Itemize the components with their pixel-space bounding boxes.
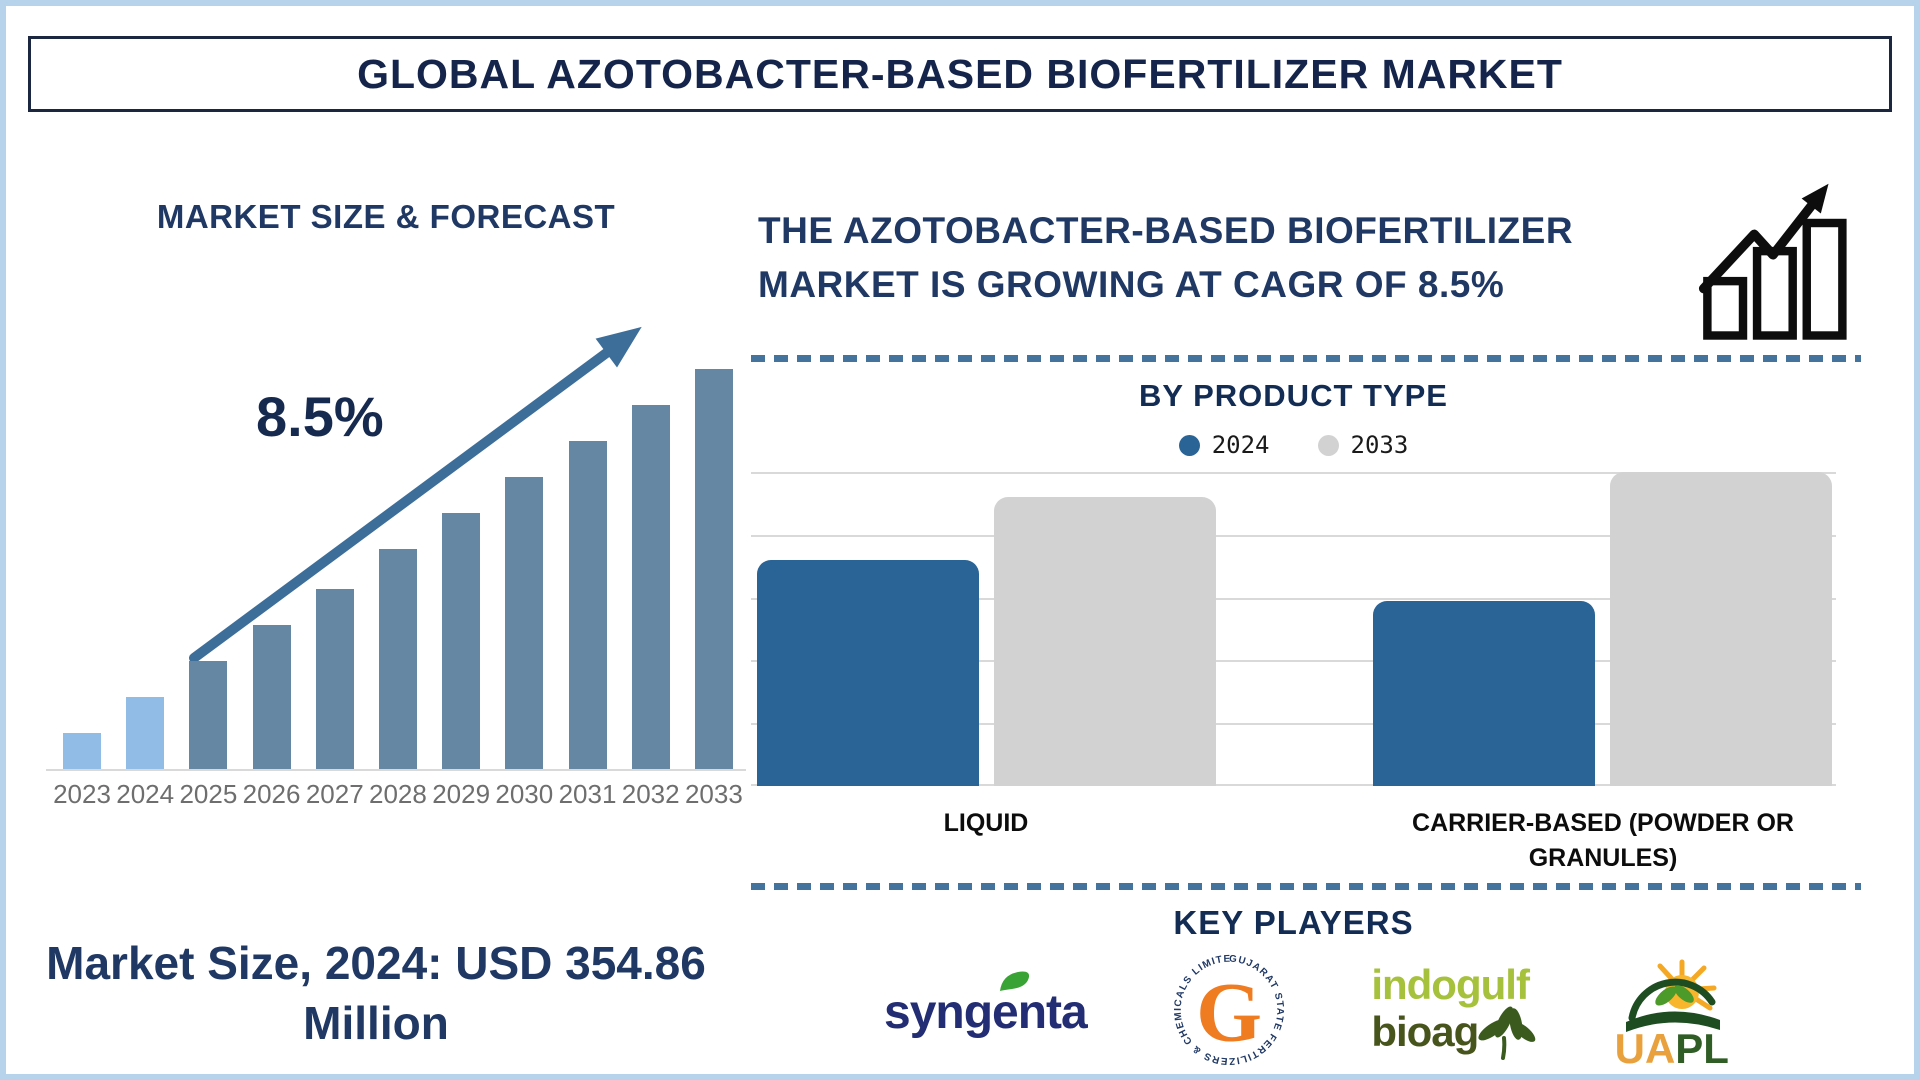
forecast-column-2024: 2024 (114, 369, 176, 809)
syngenta-wordmark: syngenta (884, 986, 1088, 1039)
product-type-chart (751, 472, 1836, 786)
uapl-wordmark-pl: PL (1675, 1024, 1729, 1072)
market-size-note: Market Size, 2024: USD 354.86 Million (46, 937, 706, 1049)
forecast-year-label-2026: 2026 (242, 779, 301, 809)
syngenta-leaf-icon (999, 971, 1029, 991)
legend-dot-2024 (1178, 434, 1200, 456)
logo-gsfc: GUJARAT STATE FERTILIZERS & CHEMICALS LI… (1161, 938, 1293, 1074)
forecast-column-2027: 2027 (304, 369, 366, 809)
forecast-column-2033: 2033 (683, 369, 745, 809)
gridline (751, 597, 1836, 600)
forecast-year-label-2028: 2028 (369, 779, 427, 809)
chart-baseline (751, 784, 1836, 786)
page-title: GLOBAL AZOTOBACTER-BASED BIOFERTILIZER M… (357, 50, 1563, 97)
uapl-sun-field-icon (1625, 959, 1720, 1032)
category-label-carrier-based: CARRIER-BASED (POWDER OR GRANULES) (1412, 809, 1794, 872)
growth-chart-icon (1698, 183, 1847, 340)
forecast-column-2025: 2025 (177, 369, 239, 809)
bar-2024-liquid (757, 560, 979, 786)
product-type-heading: BY PRODUCT TYPE (1139, 378, 1448, 413)
cagr-value-label: 8.5% (256, 385, 384, 448)
bar-2024-carrier-based-powder-or-granules (1373, 601, 1595, 786)
key-players-heading: KEY PLAYERS (1173, 904, 1414, 941)
forecast-bar-2027 (315, 589, 354, 769)
gridline (751, 472, 1836, 474)
logo-indogulf-bioag: indogulf bioag (1371, 960, 1536, 1061)
forecast-year-label-2027: 2027 (305, 779, 364, 809)
gridline (751, 534, 1836, 537)
gridline (751, 723, 1836, 726)
gridline (751, 660, 1836, 663)
legend-dot-2033 (1317, 434, 1339, 456)
bar-2033-liquid (994, 497, 1216, 786)
bar-2033-carrier-based-powder-or-granules (1610, 472, 1832, 786)
pt-group-0 (757, 497, 1216, 786)
cagr-trend-arrow (189, 326, 642, 663)
legend-item-2024: 2024 (1178, 431, 1270, 459)
bioag-leaf-icon (1478, 1006, 1536, 1061)
forecast-bar-2023 (63, 733, 101, 769)
forecast-bar-2028 (378, 549, 417, 769)
dashed-separator-bottom (751, 883, 1861, 890)
forecast-column-2028: 2028 (367, 369, 429, 809)
legend-label-2024: 2024 (1211, 431, 1270, 459)
legend-item-2033: 2033 (1317, 431, 1409, 459)
product-type-legend: 2024 2033 (751, 430, 1836, 460)
indogulf-wordmark: indogulf (1371, 960, 1530, 1008)
forecast-bar-2024 (126, 697, 165, 769)
forecast-column-2032: 2032 (620, 369, 682, 809)
forecast-column-2023: 2023 (51, 369, 113, 809)
gsfc-monogram: G (1196, 967, 1262, 1060)
forecast-column-2030: 2030 (493, 369, 555, 809)
forecast-year-label-2030: 2030 (495, 779, 554, 809)
growth-headline: THE AZOTOBACTER-BASED BIOFERTILIZER MARK… (758, 210, 1574, 305)
forecast-column-2031: 2031 (557, 369, 619, 809)
forecast-bar-2029 (442, 513, 481, 769)
forecast-year-label-2025: 2025 (179, 779, 238, 809)
forecast-year-label-2033: 2033 (684, 779, 743, 809)
forecast-bar-2033 (694, 369, 733, 769)
forecast-bar-2026 (252, 625, 291, 769)
forecast-column-2026: 2026 (241, 369, 303, 809)
forecast-bar-2025 (189, 661, 228, 769)
forecast-bar-2031 (568, 441, 607, 769)
bioag-wordmark: bioag (1371, 1008, 1479, 1056)
uapl-wordmark: UAPL (1614, 1024, 1729, 1072)
forecast-bar-2032 (631, 405, 670, 769)
forecast-bar-2030 (505, 477, 544, 769)
forecast-heading: MARKET SIZE & FORECAST (156, 198, 616, 235)
gsfc-emblem: GUJARAT STATE FERTILIZERS & CHEMICALS LI… (1161, 938, 1293, 1074)
forecast-column-2029: 2029 (430, 369, 492, 809)
pt-group-1 (1373, 472, 1832, 786)
forecast-year-label-2032: 2032 (621, 779, 680, 809)
legend-label-2033: 2033 (1350, 431, 1409, 459)
forecast-year-label-2023: 2023 (53, 779, 111, 809)
forecast-year-label-2029: 2029 (432, 779, 491, 809)
category-label-liquid: LIQUID (943, 809, 1029, 837)
key-players-row: syngenta GUJARAT STATE FERTILIZERS & CHE… (884, 938, 1729, 1074)
forecast-year-label-2024: 2024 (116, 779, 175, 809)
logo-syngenta: syngenta (884, 971, 1088, 1040)
forecast-axis-baseline (46, 769, 746, 771)
dashed-separator-top (751, 355, 1861, 362)
title-banner: GLOBAL AZOTOBACTER-BASED BIOFERTILIZER M… (28, 36, 1892, 112)
forecast-year-label-2031: 2031 (558, 779, 617, 809)
logo-uapl: UAPL (1615, 956, 1729, 1070)
uapl-wordmark-ua: UA (1614, 1024, 1676, 1072)
forecast-bars: 2023 2024 2025 2026 2027 2028 2029 2030 2031 2032… (51, 369, 745, 809)
